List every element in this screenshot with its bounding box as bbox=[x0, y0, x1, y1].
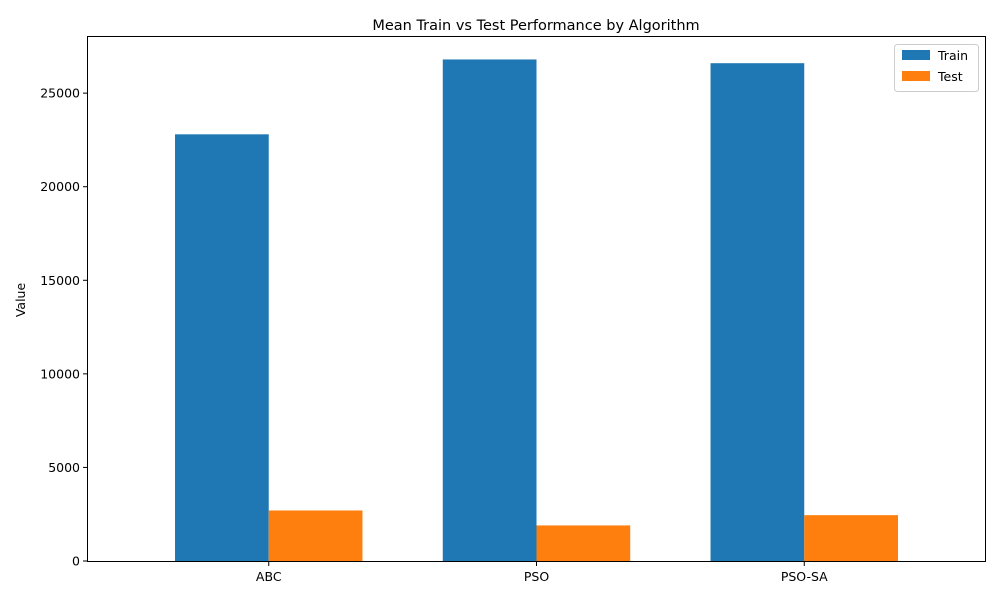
bar-train-pso-sa bbox=[710, 63, 805, 561]
bar-test-abc bbox=[268, 510, 363, 561]
y-tick-label: 20000 bbox=[40, 179, 80, 194]
x-tick-label: PSO bbox=[524, 569, 549, 584]
legend-swatch-test bbox=[902, 71, 930, 81]
bar-test-pso-sa bbox=[804, 515, 898, 561]
bar-test-pso bbox=[536, 525, 631, 561]
x-tick-label: ABC bbox=[256, 569, 282, 584]
x-tick-label: PSO-SA bbox=[781, 569, 828, 584]
bar-train-abc bbox=[175, 134, 269, 561]
y-axis-label: Value bbox=[13, 283, 28, 318]
x-ticks: ABC PSO PSO-SA bbox=[256, 561, 828, 584]
plot-frame bbox=[87, 36, 986, 562]
y-tick-label: 25000 bbox=[40, 86, 80, 101]
chart-title: Mean Train vs Test Performance by Algori… bbox=[372, 18, 699, 34]
y-tick-label: 0 bbox=[72, 554, 80, 569]
bars-layer bbox=[175, 59, 898, 562]
y-ticks: 0 5000 10000 15000 20000 25000 bbox=[40, 86, 88, 569]
y-tick-label: 15000 bbox=[40, 273, 80, 288]
bar-train-pso bbox=[442, 59, 537, 562]
legend: Train Test bbox=[894, 44, 979, 92]
y-tick-label: 5000 bbox=[48, 460, 80, 475]
legend-swatch-train bbox=[902, 50, 930, 60]
y-tick-label: 10000 bbox=[40, 366, 80, 381]
legend-label-train: Train bbox=[937, 48, 968, 63]
legend-label-test: Test bbox=[937, 69, 963, 84]
